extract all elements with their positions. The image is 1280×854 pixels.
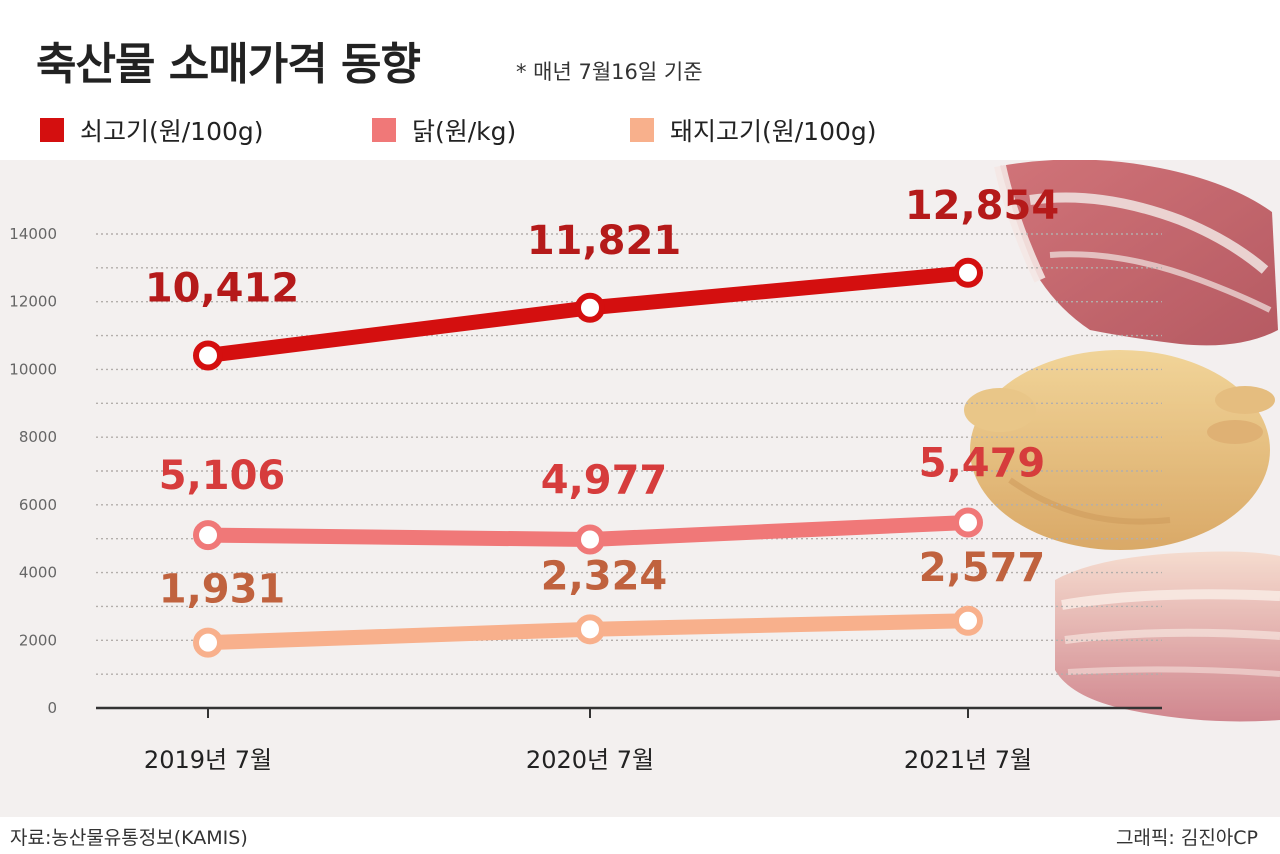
data-point-beef bbox=[575, 292, 605, 323]
x-tick-label: 2021년 7월 bbox=[904, 746, 1032, 774]
data-label-beef: 10,412 bbox=[145, 265, 299, 311]
data-point-chicken bbox=[953, 507, 983, 538]
data-label-pork: 2,324 bbox=[541, 553, 668, 599]
y-tick-label: 4000 bbox=[19, 564, 57, 582]
data-point-pork bbox=[953, 605, 983, 636]
legend-label-beef: 쇠고기(원/100g) bbox=[80, 117, 264, 146]
legend-label-pork: 돼지고기(원/100g) bbox=[670, 117, 877, 146]
series-pork: 1,931 2,324 2,577 bbox=[159, 545, 1046, 658]
x-tick-label: 2020년 7월 bbox=[526, 746, 654, 774]
x-axis: 2019년 7월 2020년 7월 2021년 7월 bbox=[96, 706, 1162, 774]
series-layer: 10,412 11,821 12,854 5,106 4,977 5,479 1,931 2,… bbox=[145, 183, 1059, 658]
footer: 자료:농산물유통정보(KAMIS) 그래픽: 김진아CP bbox=[0, 817, 1280, 854]
data-label-chicken: 5,479 bbox=[919, 440, 1046, 486]
y-tick-label: 6000 bbox=[19, 496, 57, 514]
pork-belly-illustration bbox=[1055, 551, 1280, 722]
y-tick-label: 8000 bbox=[19, 428, 57, 446]
data-label-pork: 1,931 bbox=[159, 567, 286, 613]
data-point-pork bbox=[575, 614, 605, 645]
data-label-chicken: 4,977 bbox=[541, 457, 668, 503]
series-beef: 10,412 11,821 12,854 bbox=[145, 183, 1059, 371]
graphic-credit: 그래픽: 김진아CP bbox=[1115, 827, 1258, 849]
header: 축산물 소매가격 동향 * 매년 7월16일 기준 쇠고기(원/100g) 닭(… bbox=[0, 0, 1280, 160]
legend-item-beef: 쇠고기(원/100g) bbox=[40, 112, 264, 148]
y-tick-label: 10000 bbox=[9, 360, 57, 378]
legend-label-chicken: 닭(원/kg) bbox=[412, 117, 517, 146]
chart-title: 축산물 소매가격 동향 bbox=[36, 39, 421, 90]
legend-item-chicken: 닭(원/kg) bbox=[372, 112, 516, 148]
y-tick-label: 0 bbox=[47, 699, 57, 717]
series-chicken: 5,106 4,977 5,479 bbox=[159, 440, 1046, 555]
y-tick-label: 2000 bbox=[19, 631, 57, 649]
line-chart: 0 2000 4000 6000 8000 10000 12000 14000 2019년 7… bbox=[9, 160, 1280, 817]
data-label-pork: 2,577 bbox=[919, 545, 1046, 591]
data-label-beef: 12,854 bbox=[905, 183, 1059, 229]
data-point-pork bbox=[193, 627, 223, 658]
beef-steak-illustration bbox=[994, 160, 1278, 346]
data-point-chicken bbox=[193, 520, 223, 551]
legend-swatch-pork bbox=[630, 118, 654, 142]
data-point-beef bbox=[953, 257, 983, 288]
y-tick-label: 12000 bbox=[9, 293, 57, 311]
data-point-beef bbox=[193, 340, 223, 371]
chart-subtitle: * 매년 7월16일 기준 bbox=[516, 60, 703, 84]
y-tick-label: 14000 bbox=[9, 225, 57, 243]
roast-chicken-illustration bbox=[964, 350, 1275, 550]
y-axis: 0 2000 4000 6000 8000 10000 12000 14000 bbox=[9, 225, 57, 717]
data-label-chicken: 5,106 bbox=[159, 453, 286, 499]
data-label-beef: 11,821 bbox=[527, 218, 681, 264]
source-note: 자료:농산물유통정보(KAMIS) bbox=[10, 827, 248, 849]
x-tick-label: 2019년 7월 bbox=[144, 746, 272, 774]
legend-item-pork: 돼지고기(원/100g) bbox=[630, 112, 877, 148]
legend-swatch-beef bbox=[40, 118, 64, 142]
chart-area: 0 2000 4000 6000 8000 10000 12000 14000 2019년 7… bbox=[0, 160, 1280, 817]
data-point-chicken bbox=[575, 524, 605, 555]
legend-swatch-chicken bbox=[372, 118, 396, 142]
